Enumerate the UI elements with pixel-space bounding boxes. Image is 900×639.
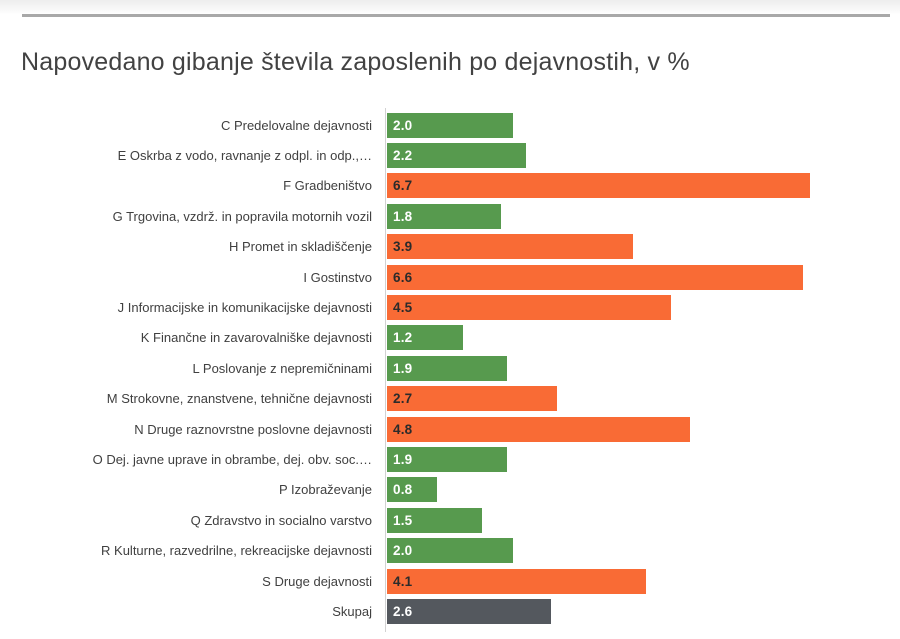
value-bar: 2.6 bbox=[387, 598, 551, 624]
value-bar: 1.5 bbox=[387, 507, 482, 533]
chart-row: L Poslovanje z nepremičninami 1.9 bbox=[0, 353, 900, 383]
chart-row: G Trgovina, vzdrž. in popravila motornih… bbox=[0, 201, 900, 231]
category-label: S Druge dejavnosti bbox=[262, 573, 372, 589]
category-label: R Kulturne, razvedrilne, rekreacijske de… bbox=[101, 543, 372, 559]
bar-value-label: 4.8 bbox=[393, 421, 413, 437]
bar-chart: C Predelovalne dejavnosti 2.0 E Oskrba z v… bbox=[0, 110, 900, 627]
value-bar: 6.6 bbox=[387, 264, 803, 290]
chart-row: R Kulturne, razvedrilne, rekreacijske de… bbox=[0, 535, 900, 565]
bar-value-label: 1.5 bbox=[393, 512, 413, 528]
bar-value-label: 6.6 bbox=[393, 269, 413, 285]
chart-row: C Predelovalne dejavnosti 2.0 bbox=[0, 110, 900, 140]
bar-value-label: 6.7 bbox=[393, 178, 413, 194]
value-bar: 4.8 bbox=[387, 416, 690, 442]
value-bar: 2.7 bbox=[387, 386, 557, 412]
bar-value-label: 2.0 bbox=[393, 117, 413, 133]
bar-value-label: 2.0 bbox=[393, 543, 413, 559]
value-bar: 1.9 bbox=[387, 355, 507, 381]
category-label: F Gradbeništvo bbox=[283, 178, 372, 194]
chart-row: S Druge dejavnosti 4.1 bbox=[0, 566, 900, 596]
value-bar: 0.8 bbox=[387, 477, 437, 503]
chart-row: N Druge raznovrstne poslovne dejavnosti 4… bbox=[0, 414, 900, 444]
bar-value-label: 2.7 bbox=[393, 391, 413, 407]
category-label: H Promet in skladiščenje bbox=[228, 239, 372, 255]
category-label: E Oskrba z vodo, ravnanje z odpl. in odp… bbox=[117, 148, 372, 164]
chart-row: K Finančne in zavarovalniške dejavnosti 1… bbox=[0, 323, 900, 353]
category-label: Skupaj bbox=[332, 603, 372, 619]
category-label: J Informacijske in komunikacijske dejavn… bbox=[117, 300, 372, 316]
category-label: C Predelovalne dejavnosti bbox=[220, 117, 372, 133]
page-title: Napovedano gibanje števila zaposlenih po… bbox=[21, 48, 690, 76]
y-axis-line bbox=[385, 108, 386, 632]
bar-value-label: 4.1 bbox=[393, 573, 413, 589]
chart-row: Skupaj 2.6 bbox=[0, 596, 900, 626]
category-label: I Gostinstvo bbox=[303, 269, 372, 285]
chart-row: M Strokovne, znanstvene, tehnične dejavn… bbox=[0, 384, 900, 414]
bar-value-label: 0.8 bbox=[393, 482, 413, 498]
bar-value-label: 2.6 bbox=[393, 603, 413, 619]
bar-value-label: 3.9 bbox=[393, 239, 413, 255]
chart-row: E Oskrba z vodo, ravnanje z odpl. in odp… bbox=[0, 140, 900, 170]
category-label: G Trgovina, vzdrž. in popravila motornih… bbox=[112, 208, 372, 224]
bar-value-label: 4.5 bbox=[393, 300, 413, 316]
bar-value-label: 1.9 bbox=[393, 360, 413, 376]
category-label: K Finančne in zavarovalniške dejavnosti bbox=[140, 330, 372, 346]
top-shadow-strip bbox=[0, 0, 900, 14]
chart-row: H Promet in skladiščenje 3.9 bbox=[0, 232, 900, 262]
category-label: L Poslovanje z nepremičninami bbox=[192, 360, 372, 376]
chart-row: I Gostinstvo 6.6 bbox=[0, 262, 900, 292]
chart-row: O Dej. javne uprave in obrambe, dej. obv… bbox=[0, 444, 900, 474]
category-label: N Druge raznovrstne poslovne dejavnosti bbox=[134, 421, 372, 437]
value-bar: 2.2 bbox=[387, 143, 526, 169]
value-bar: 4.5 bbox=[387, 295, 671, 321]
chart-row: F Gradbeništvo 6.7 bbox=[0, 171, 900, 201]
value-bar: 4.1 bbox=[387, 568, 646, 594]
value-bar: 1.2 bbox=[387, 325, 463, 351]
category-label: P Izobraževanje bbox=[279, 482, 372, 498]
chart-row: Q Zdravstvo in socialno varstvo 1.5 bbox=[0, 505, 900, 535]
value-bar: 1.8 bbox=[387, 203, 501, 229]
bar-value-label: 2.2 bbox=[393, 148, 413, 164]
bar-value-label: 1.8 bbox=[393, 208, 413, 224]
top-divider bbox=[22, 14, 890, 17]
category-label: Q Zdravstvo in socialno varstvo bbox=[190, 512, 372, 528]
bar-value-label: 1.9 bbox=[393, 451, 413, 467]
value-bar: 6.7 bbox=[387, 173, 810, 199]
category-label: M Strokovne, znanstvene, tehnične dejavn… bbox=[106, 391, 372, 407]
chart-row: J Informacijske in komunikacijske dejavn… bbox=[0, 292, 900, 322]
value-bar: 2.0 bbox=[387, 112, 513, 138]
value-bar: 1.9 bbox=[387, 446, 507, 472]
bar-value-label: 1.2 bbox=[393, 330, 413, 346]
value-bar: 2.0 bbox=[387, 538, 513, 564]
value-bar: 3.9 bbox=[387, 234, 633, 260]
chart-row: P Izobraževanje 0.8 bbox=[0, 475, 900, 505]
category-label: O Dej. javne uprave in obrambe, dej. obv… bbox=[92, 451, 372, 467]
